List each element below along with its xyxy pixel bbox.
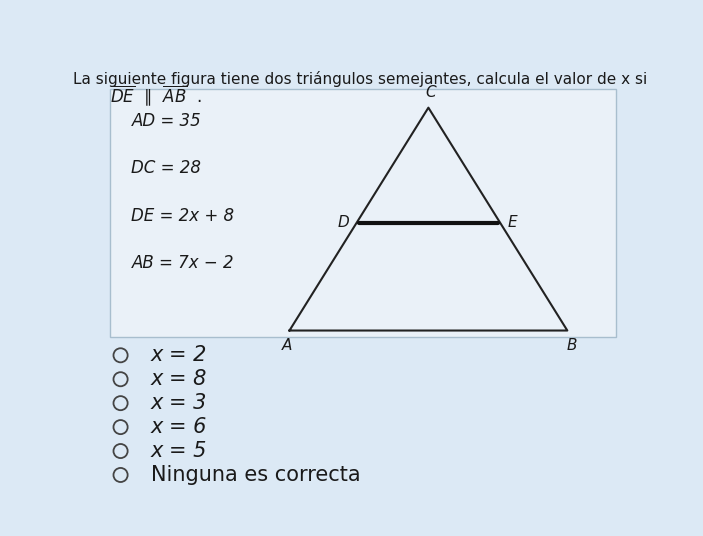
Text: AD = 35: AD = 35 [131,112,201,130]
Text: $\overline{DE}$  ∥  $\overline{AB}$  .: $\overline{DE}$ ∥ $\overline{AB}$ . [110,83,201,108]
Text: AB = 7x − 2: AB = 7x − 2 [131,254,234,272]
Text: x = 6: x = 6 [150,417,207,437]
Text: La siguiente figura tiene dos triángulos semejantes, calcula el valor de x si: La siguiente figura tiene dos triángulos… [73,71,647,86]
Text: x = 3: x = 3 [150,393,207,413]
Text: Ninguna es correcta: Ninguna es correcta [150,465,360,485]
Text: A: A [281,338,292,353]
Text: DE = 2x + 8: DE = 2x + 8 [131,207,235,225]
Text: x = 5: x = 5 [150,441,207,461]
Text: D: D [337,215,349,230]
Text: E: E [508,215,517,230]
FancyBboxPatch shape [110,89,617,337]
Text: DC = 28: DC = 28 [131,159,202,177]
Text: B: B [567,338,577,353]
Text: C: C [426,85,437,100]
Text: x = 8: x = 8 [150,369,207,389]
Text: x = 2: x = 2 [150,345,207,366]
